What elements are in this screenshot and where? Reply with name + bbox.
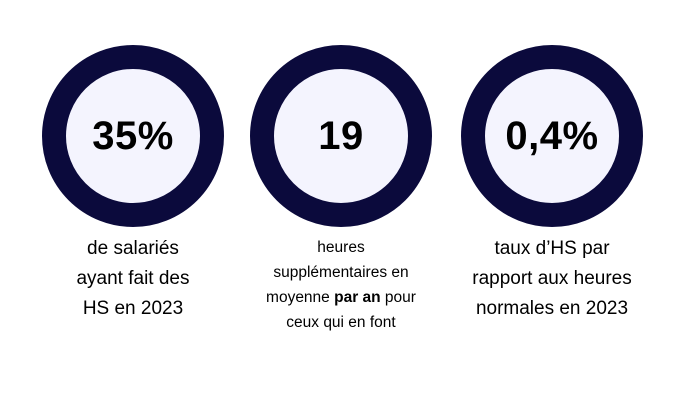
caption-line: rapport aux heures bbox=[472, 268, 632, 289]
caption-line: ayant fait des bbox=[76, 268, 190, 289]
caption-line: de salariés bbox=[87, 238, 179, 259]
caption-line: HS en 2023 bbox=[82, 298, 184, 319]
stat-caption: heures supplémentaires en moyenne par an… bbox=[221, 235, 461, 335]
stat-circle: 0,4% bbox=[461, 45, 643, 227]
caption-line: moyenne par an pour bbox=[221, 285, 461, 310]
stat-value: 19 bbox=[318, 113, 364, 158]
stat-value: 0,4% bbox=[505, 113, 599, 158]
stat-circle: 35% bbox=[42, 45, 224, 227]
stat-circle: 19 bbox=[250, 45, 432, 227]
caption-emphasis: par an bbox=[334, 289, 381, 306]
caption-text: moyenne bbox=[266, 289, 335, 306]
caption-line: supplémentaires en bbox=[273, 264, 409, 281]
caption-line: ceux qui en font bbox=[286, 314, 396, 331]
stat-caption: taux d’HS par rapport aux heures normale… bbox=[432, 234, 672, 324]
caption-text: pour bbox=[380, 289, 416, 306]
stat-value: 35% bbox=[92, 113, 174, 158]
caption-line: normales en 2023 bbox=[475, 298, 629, 319]
caption-line: heures bbox=[317, 239, 365, 256]
caption-line: taux d’HS par bbox=[494, 238, 610, 259]
stat-caption: de salariés ayant fait des HS en 2023 bbox=[13, 234, 253, 324]
